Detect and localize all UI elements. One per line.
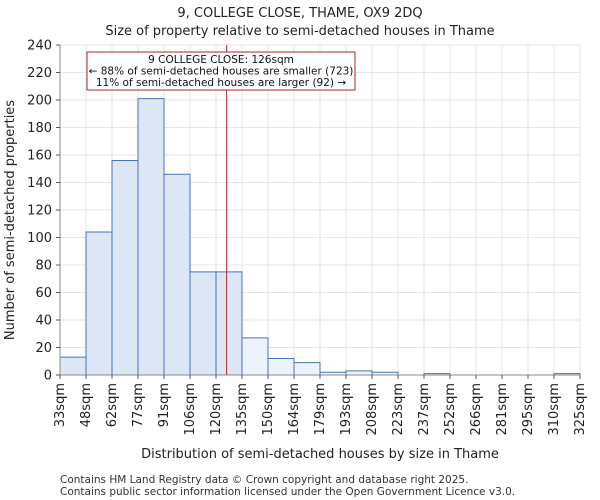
bar-77sqm xyxy=(137,98,165,376)
x-tick-label: 208sqm xyxy=(365,383,380,436)
x-tick-label: 325sqm xyxy=(573,383,588,436)
bar-106sqm xyxy=(189,271,217,376)
x-tick-label: 310sqm xyxy=(547,383,562,436)
y-tick-label: 40 xyxy=(35,314,52,329)
footer-line-2: Contains public sector information licen… xyxy=(60,486,516,498)
annotation-line-2: ← 88% of semi-detached houses are smalle… xyxy=(89,66,354,78)
x-tick-label: 77sqm xyxy=(131,383,146,427)
x-tick-label: 193sqm xyxy=(339,383,354,436)
x-tick-label: 62sqm xyxy=(105,383,120,427)
x-tick-label: 135sqm xyxy=(235,383,250,436)
x-tick-label: 164sqm xyxy=(287,383,302,436)
annotation-line-1: 9 COLLEGE CLOSE: 126sqm xyxy=(148,54,294,66)
x-tick-label: 295sqm xyxy=(521,383,536,436)
y-tick-label: 160 xyxy=(27,149,52,164)
annotation-line-3: 11% of semi-detached houses are larger (… xyxy=(96,77,347,89)
y-tick-label: 60 xyxy=(35,286,52,301)
y-tick-label: 0 xyxy=(44,369,52,384)
x-tick-label: 91sqm xyxy=(157,383,172,427)
bar-33sqm xyxy=(59,356,87,376)
y-tick-label: 80 xyxy=(35,259,52,274)
bar-164sqm xyxy=(293,362,321,376)
y-tick-label: 20 xyxy=(35,341,52,356)
x-tick-label: 223sqm xyxy=(391,383,406,436)
annotation-box xyxy=(86,51,356,91)
x-tick-label: 281sqm xyxy=(495,383,510,436)
x-tick-label: 237sqm xyxy=(417,383,432,436)
bar-91sqm xyxy=(163,173,191,376)
x-tick-label: 106sqm xyxy=(183,383,198,436)
x-tick-label: 266sqm xyxy=(469,383,484,436)
bar-150sqm xyxy=(267,358,295,376)
y-tick-label: 100 xyxy=(27,231,52,246)
x-tick-label: 179sqm xyxy=(313,383,328,436)
footer-line-1: Contains HM Land Registry data © Crown c… xyxy=(60,474,469,486)
chart-subtitle: Size of property relative to semi-detach… xyxy=(105,24,495,39)
y-tick-label: 200 xyxy=(27,94,52,109)
y-tick-label: 220 xyxy=(27,66,52,81)
y-tick-label: 240 xyxy=(27,39,52,54)
x-tick-label: 48sqm xyxy=(79,383,94,427)
bar-62sqm xyxy=(111,160,139,376)
y-tick-label: 180 xyxy=(27,121,52,136)
y-tick-label: 140 xyxy=(27,176,52,191)
bar-120sqm xyxy=(215,271,243,376)
bar-48sqm xyxy=(85,231,113,376)
x-tick-label: 252sqm xyxy=(443,383,458,436)
chart-title: 9, COLLEGE CLOSE, THAME, OX9 2DQ xyxy=(177,6,423,21)
x-axis-title: Distribution of semi-detached houses by … xyxy=(141,447,499,462)
y-axis-title: Number of semi-detached properties xyxy=(3,100,18,340)
bar-193sqm xyxy=(345,370,373,376)
x-tick-label: 150sqm xyxy=(261,383,276,436)
x-tick-label: 33sqm xyxy=(53,383,68,427)
y-tick-label: 120 xyxy=(27,204,52,219)
bar-135sqm xyxy=(241,337,269,376)
x-tick-label: 120sqm xyxy=(209,383,224,436)
